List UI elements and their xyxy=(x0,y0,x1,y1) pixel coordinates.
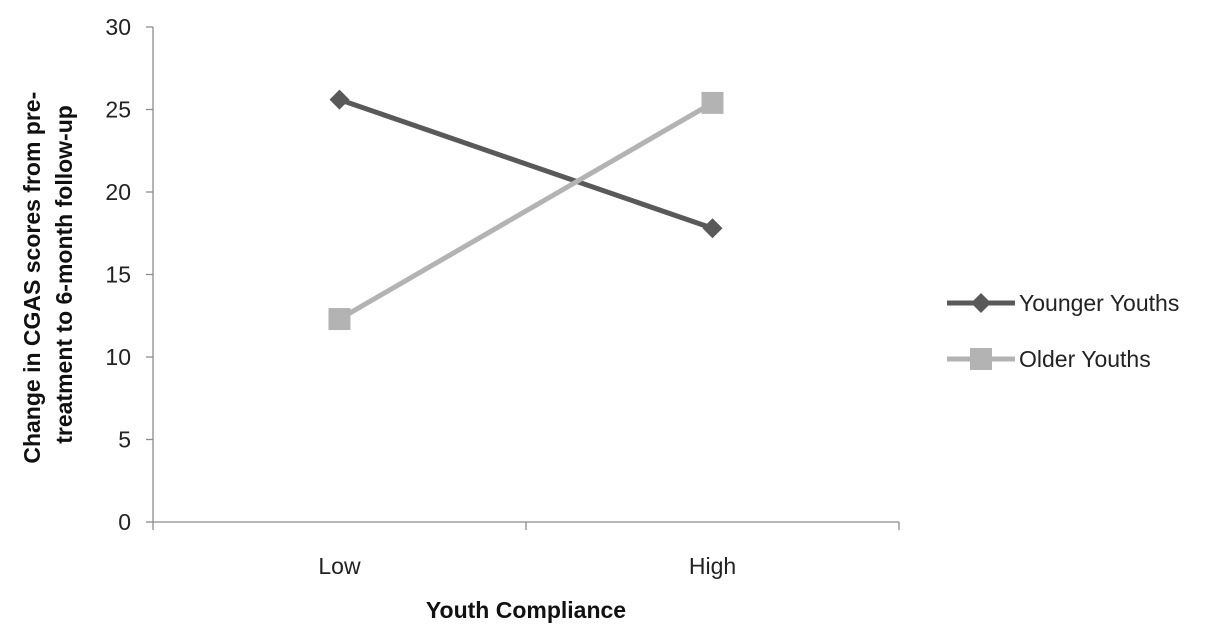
y-tick-label: 15 xyxy=(105,262,131,288)
axes xyxy=(152,27,899,523)
data-point xyxy=(702,218,723,239)
legend-label: Older Youths xyxy=(1019,346,1151,372)
y-tick-label: 20 xyxy=(105,179,131,205)
data-point xyxy=(328,308,351,331)
y-axis-title-line-1: Change in CGAS scores from pre- xyxy=(19,92,45,464)
x-tick-label: Low xyxy=(318,553,361,579)
x-axis-ticks: Low High xyxy=(152,522,900,579)
legend-marker xyxy=(970,348,992,370)
y-axis-title-line-2: treatment to 6-month follow-up xyxy=(51,105,77,444)
y-tick-label: 0 xyxy=(118,509,131,535)
x-axis-title: Youth Compliance xyxy=(426,597,626,623)
y-tick-label: 25 xyxy=(105,97,131,123)
y-tick-label: 5 xyxy=(118,427,131,453)
data-point xyxy=(701,91,724,114)
y-tick-label: 30 xyxy=(105,14,131,40)
legend-label: Younger Youths xyxy=(1019,290,1179,316)
data-point xyxy=(329,89,350,110)
series-line xyxy=(338,100,714,322)
legend-item: Older Youths xyxy=(947,346,1151,372)
legend-marker xyxy=(971,293,991,313)
series-line xyxy=(338,97,714,231)
series-2 xyxy=(328,91,724,331)
series-1 xyxy=(329,89,723,239)
y-tick-label: 10 xyxy=(105,344,131,370)
legend-item: Younger Youths xyxy=(947,290,1179,316)
y-axis-ticks: 0 5 10 15 20 25 30 xyxy=(105,14,153,535)
legend: Younger Youths Older Youths xyxy=(947,290,1179,372)
y-axis-title: Change in CGAS scores from pre- treatmen… xyxy=(19,85,77,463)
x-tick-label: High xyxy=(689,553,736,579)
series-group xyxy=(328,89,724,331)
